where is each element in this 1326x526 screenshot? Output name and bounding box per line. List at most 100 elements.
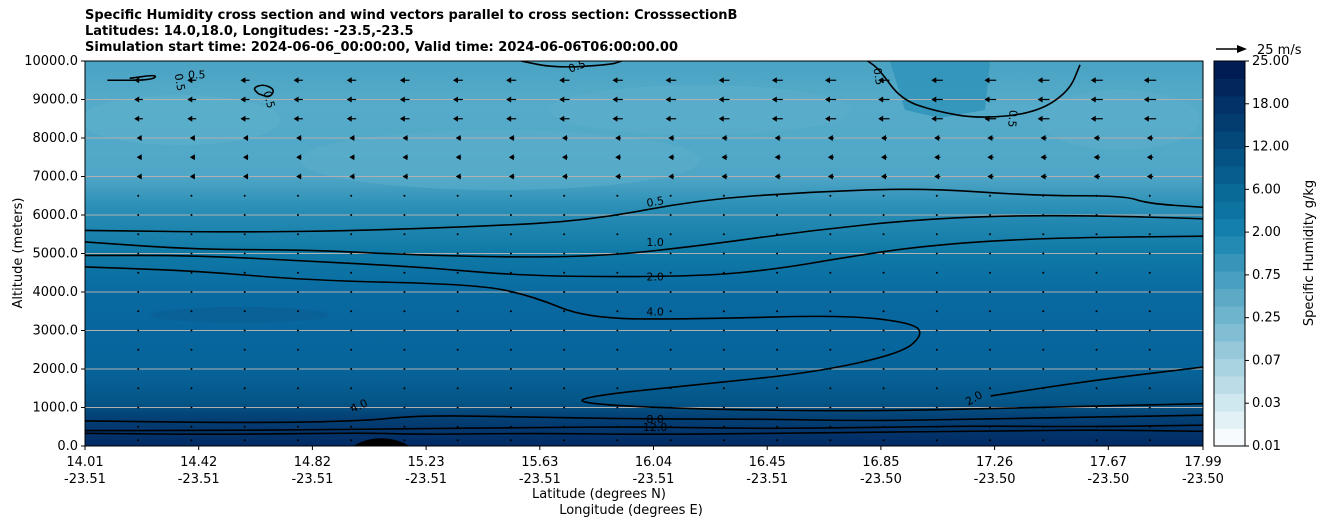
wind-vector xyxy=(882,194,885,197)
wind-vector xyxy=(1148,271,1151,274)
wind-vector-head xyxy=(243,135,248,141)
wind-vector xyxy=(669,271,672,274)
wind-vector xyxy=(829,194,832,197)
wind-vector xyxy=(350,271,353,274)
contour-label-group: 0.5 xyxy=(172,73,188,92)
wind-vector xyxy=(989,233,992,236)
x-tick-label-longitude: -23.51 xyxy=(291,472,333,487)
wind-vector xyxy=(509,368,512,370)
x-tick-label-latitude: 14.82 xyxy=(294,455,331,470)
wind-vector xyxy=(190,406,193,409)
colorbar-tick-label: 0.01 xyxy=(1252,439,1281,454)
wind-vector xyxy=(616,194,619,197)
wind-vector xyxy=(1042,439,1045,442)
wind-vector xyxy=(1042,252,1045,255)
wind-vector xyxy=(722,406,725,409)
colorbar-swatch xyxy=(1214,341,1245,359)
wind-vector xyxy=(616,252,619,255)
wind-vector xyxy=(722,329,725,332)
wind-vector-head xyxy=(293,96,299,103)
wind-vector xyxy=(1042,233,1045,236)
wind-vector xyxy=(1095,387,1098,390)
wind-vector xyxy=(190,348,193,351)
wind-vector xyxy=(509,406,512,409)
wind-vector xyxy=(669,252,672,255)
wind-vector xyxy=(669,425,672,428)
colorbar: 0.01 0.03 0.07 0.25 0.75 2.00 6.00 12.00 18.00 25… xyxy=(1213,54,1289,454)
wind-vector xyxy=(563,291,566,293)
wind-vector xyxy=(989,329,992,332)
wind-vector-head xyxy=(984,77,990,84)
wind-vector xyxy=(829,310,832,313)
wind-vector-head xyxy=(1093,154,1099,161)
wind-vector xyxy=(935,348,938,351)
wind-vector-head xyxy=(1090,77,1096,84)
wind-vector xyxy=(722,425,725,428)
wind-vector-head xyxy=(1037,77,1043,84)
wind-vector-head xyxy=(508,154,514,161)
wind-vector xyxy=(456,233,459,236)
contour-line-1.0 xyxy=(85,214,1203,258)
wind-vector xyxy=(882,233,885,236)
wind-vector xyxy=(243,310,246,313)
wind-vector xyxy=(190,310,193,313)
wind-vector xyxy=(829,425,832,428)
wind-vector xyxy=(456,368,459,370)
wind-vector-head xyxy=(1143,96,1149,103)
wind-vector xyxy=(456,406,459,409)
wind-vector xyxy=(1148,368,1151,370)
wind-vector-head xyxy=(508,173,514,180)
wind-vector-head xyxy=(189,135,195,141)
wind-vector-head xyxy=(881,173,886,180)
colorbar-swatch xyxy=(1214,78,1245,97)
wind-vector xyxy=(1042,406,1045,409)
wind-vector xyxy=(989,271,992,274)
wind-vector-head xyxy=(402,173,408,180)
wind-vector xyxy=(935,194,938,197)
wind-vector xyxy=(563,387,566,390)
wind-vector xyxy=(882,425,885,428)
wind-vector xyxy=(722,271,725,274)
wind-vector-head xyxy=(718,96,724,103)
wind-vector xyxy=(403,233,406,236)
wind-vector xyxy=(829,233,832,236)
wind-vector xyxy=(456,310,459,313)
colorbar-swatch xyxy=(1214,376,1245,394)
wind-vector xyxy=(882,252,885,255)
wind-vector-head xyxy=(243,154,248,161)
wind-vector xyxy=(190,368,193,370)
wind-vector xyxy=(1148,291,1151,293)
wind-vector xyxy=(935,439,938,442)
x-axis-label-longitude: Longitude (degrees E) xyxy=(559,503,703,518)
wind-vector-head xyxy=(296,135,302,141)
wind-vector xyxy=(509,348,512,351)
contour-label-group: 8.0 xyxy=(646,413,664,426)
y-tick-label: 2000.0 xyxy=(33,362,79,377)
colorbar-tick-label: 0.25 xyxy=(1252,311,1281,326)
wind-vector xyxy=(296,214,299,216)
wind-vector-head xyxy=(399,77,405,84)
wind-vector xyxy=(935,271,938,274)
y-axis: 0.0 1000.0 2000.0 3000.0 4000.0 5000.0 6000.0 7… xyxy=(24,54,85,454)
wind-vector-head xyxy=(615,135,621,141)
wind-vector xyxy=(563,271,566,274)
contour-label: 0.5 xyxy=(172,73,188,92)
wind-vector-head xyxy=(187,115,193,122)
wind-vector xyxy=(669,439,672,442)
humidity-lighter-patches xyxy=(85,85,1200,323)
wind-vector xyxy=(829,214,832,216)
wind-vector xyxy=(1095,291,1098,293)
wind-vector xyxy=(137,368,140,370)
wind-vector xyxy=(776,252,779,255)
wind-vector xyxy=(403,348,406,351)
wind-vector xyxy=(509,425,512,428)
y-tick-label: 1000.0 xyxy=(33,401,79,416)
wind-vector-head xyxy=(825,77,830,84)
colorbar-swatch xyxy=(1214,183,1245,202)
wind-vector xyxy=(456,348,459,351)
wind-vector xyxy=(989,368,992,370)
wind-vector xyxy=(296,310,299,313)
wind-vector xyxy=(882,214,885,216)
wind-vector-head xyxy=(931,77,937,84)
wind-vector xyxy=(1148,425,1151,428)
